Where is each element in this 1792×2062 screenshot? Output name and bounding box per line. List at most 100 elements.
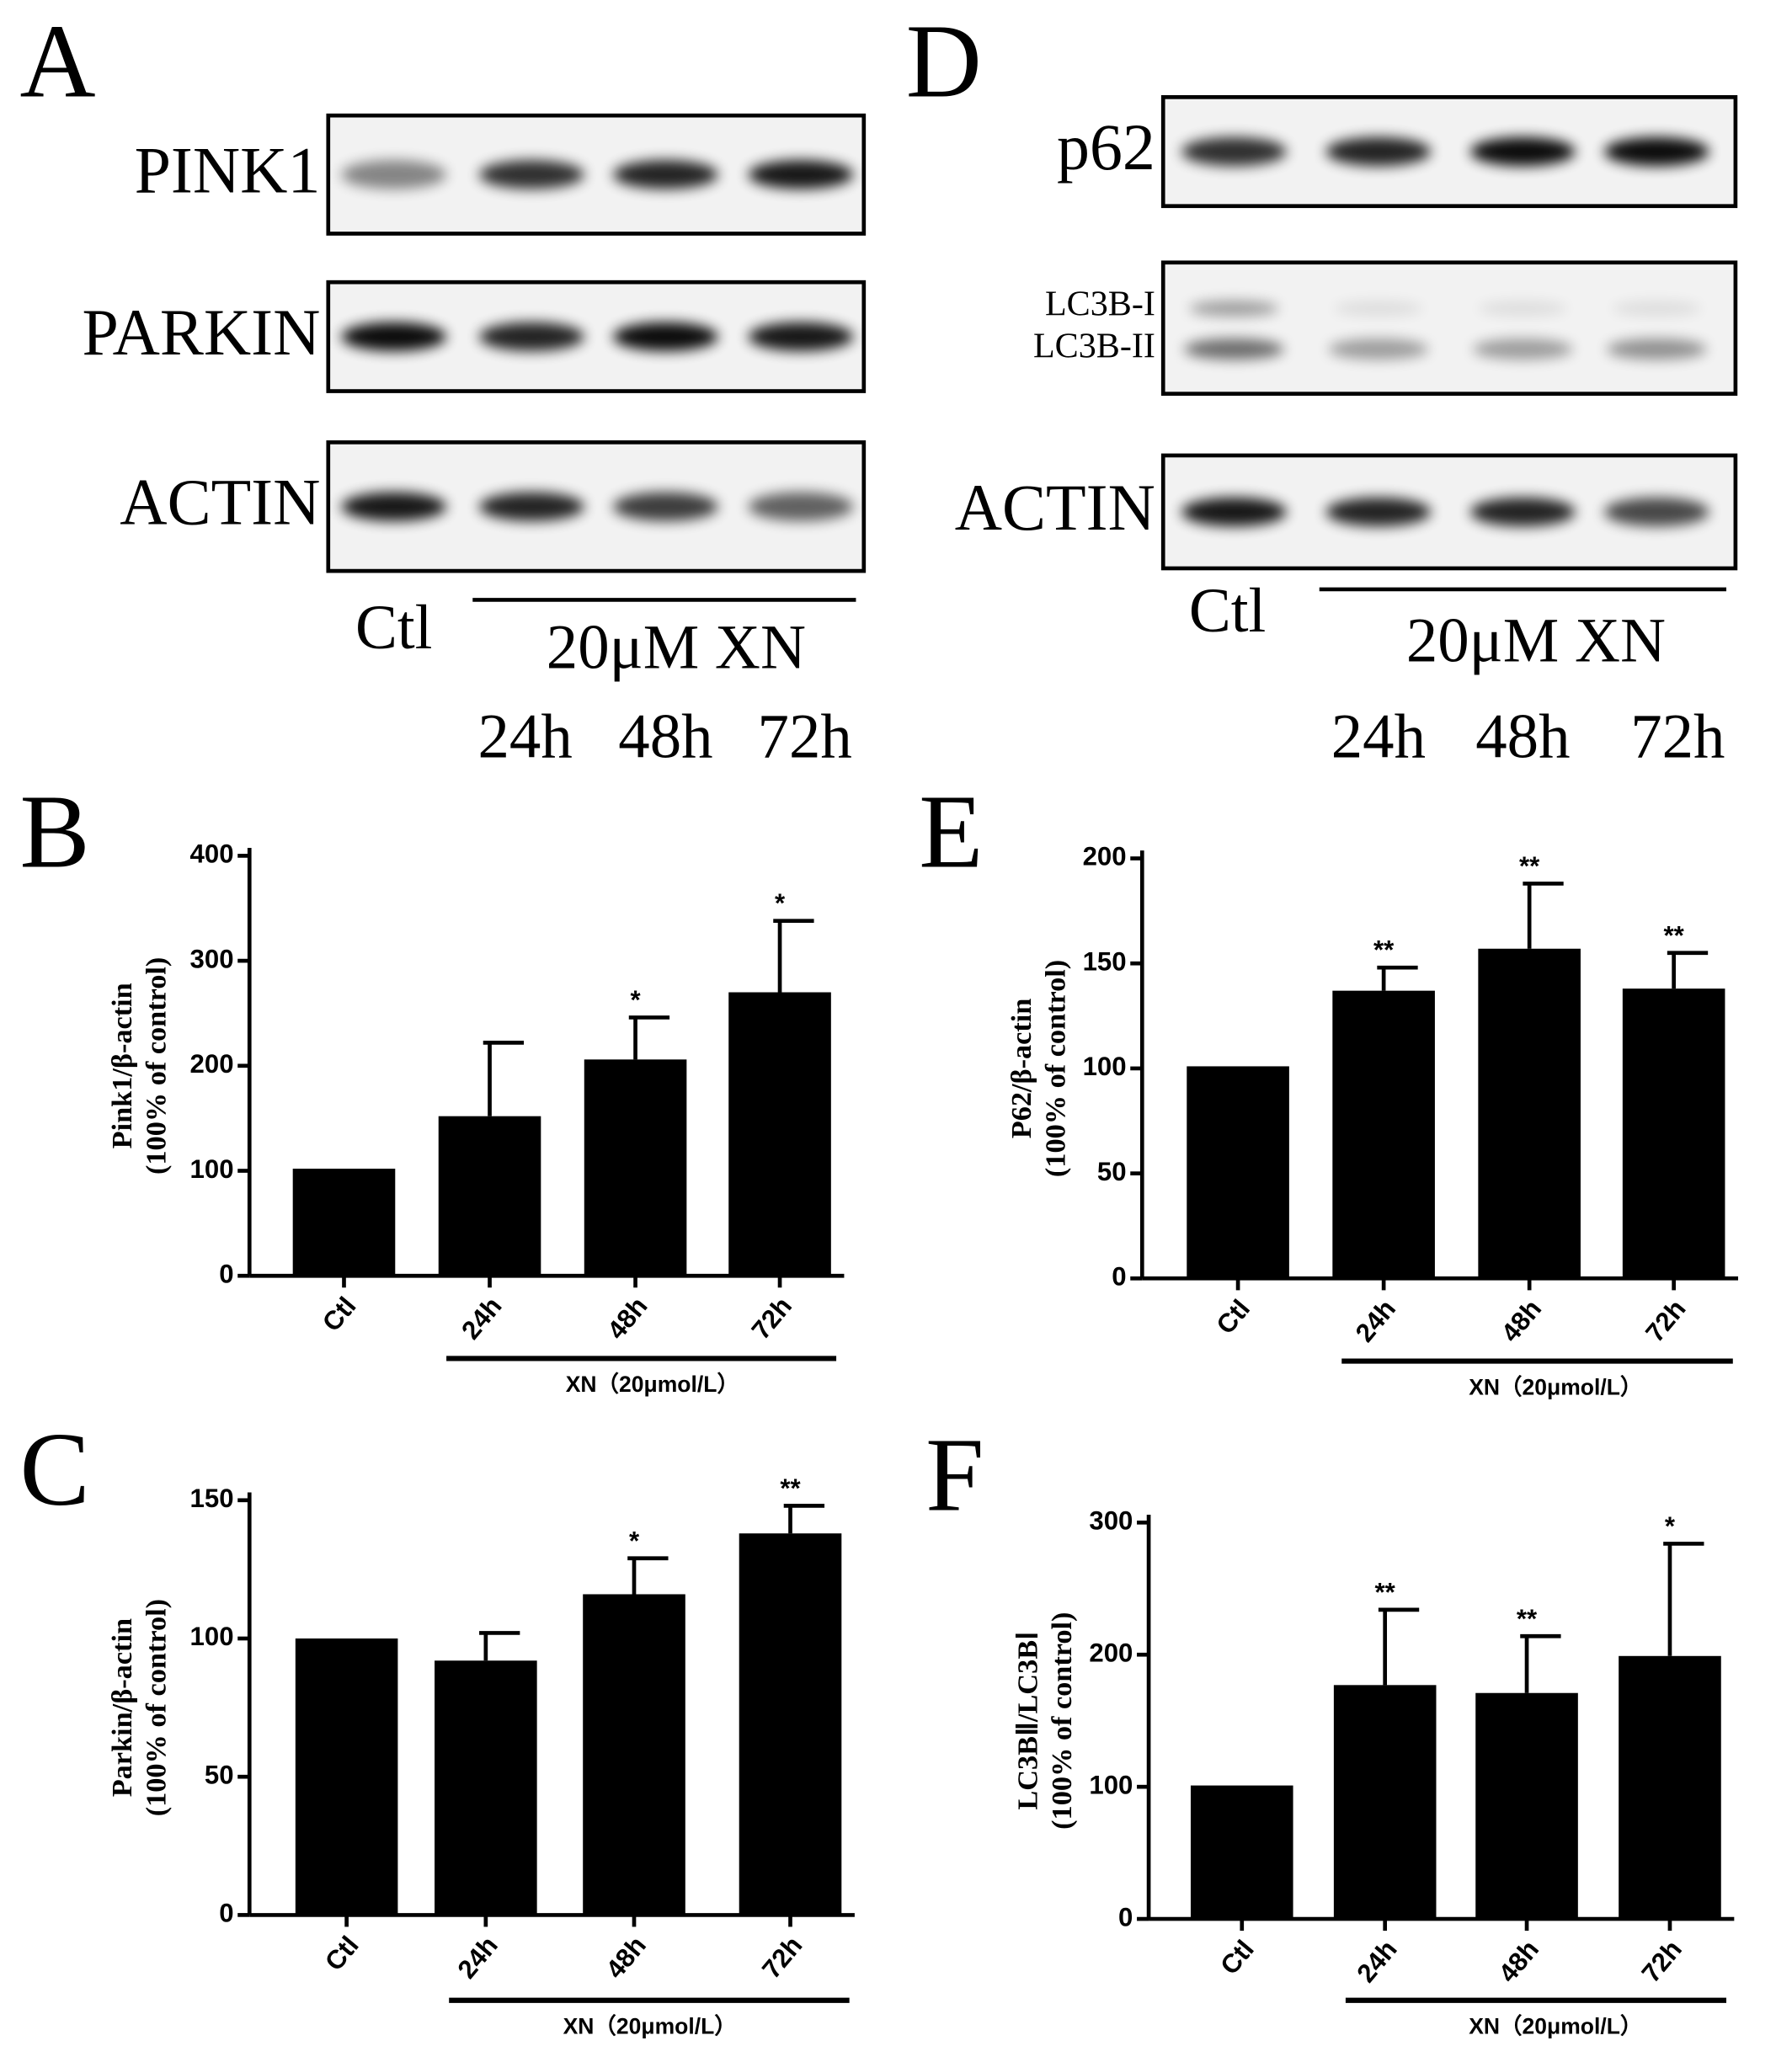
x-tick-label: 48h [1493,1935,1544,1989]
significance: ** [780,1473,801,1503]
panel-letter: B [19,773,89,889]
error-bar [1378,1607,1420,1686]
error-bar [1663,1542,1704,1656]
blot-band [613,492,718,521]
x-tick-label: 72h [746,1292,797,1345]
y-tick-label: 200 [1083,842,1127,871]
error-bar [483,1041,525,1116]
error-bar [479,1631,520,1661]
y-tick-label: 100 [1083,1052,1127,1081]
error-bar [1667,951,1709,989]
y-tick-label: 100 [190,1154,234,1184]
bar [583,1594,685,1915]
blot-band [341,160,447,189]
bar [1475,1692,1578,1920]
bar [1622,988,1725,1279]
error-bar [627,1556,669,1595]
panel-letter: C [19,1411,89,1527]
blot-label: ACTIN [955,472,1155,544]
y-tick-label: 0 [219,1259,233,1288]
blot-band [1181,497,1287,527]
bar [1619,1655,1721,1920]
x-tick-label: 48h [1496,1294,1547,1348]
y-axis-label: LC3BⅡ/LC3BⅠ [1012,1632,1044,1810]
x-tick-label: 72h [1640,1294,1691,1348]
blot-band [479,492,584,521]
lane-label: Ctl [355,593,432,663]
error-bar [1377,965,1418,991]
y-tick-label: 50 [1097,1157,1127,1186]
bar [438,1116,541,1276]
x-tick-label: Ctl [319,1931,365,1976]
lane-label: 72h [758,701,852,771]
x-tick-label: 72h [756,1931,808,1985]
y-tick-label: 200 [190,1049,234,1079]
y-axis-label: (100% of control) [141,1599,173,1816]
error-bar [783,1504,825,1534]
blot-band [1325,497,1432,527]
y-axis-label: (100% of control) [141,957,173,1175]
blot-band [1189,300,1279,317]
significance: * [630,985,641,1015]
lane-label: Ctl [1189,576,1266,646]
error-bar [1520,1633,1561,1693]
treatment-label: 20μM XN [1406,606,1666,676]
blot-label: PINK1 [135,134,321,206]
y-tick-label: 150 [190,1484,234,1513]
x-tick-label: Ctl [1211,1294,1256,1340]
bar [1333,1685,1437,1920]
significance: ** [1375,1577,1396,1606]
blot-band [1181,136,1287,167]
x-tick-label: Ctl [1214,1935,1260,1980]
bar [435,1660,537,1915]
y-tick-label: 0 [1118,1902,1133,1931]
y-axis-label: Parkin/β-actin [106,1618,138,1797]
blot-frame [1160,260,1738,397]
significance: ** [1517,1604,1538,1633]
x-tick-label: 24h [1350,1294,1401,1348]
y-axis-label: Pink1/β-actin [106,983,138,1148]
y-tick-label: 150 [1083,946,1127,976]
error-bar [773,919,814,993]
x-tick-label: 24h [452,1931,504,1985]
blot-band [748,322,854,352]
group-label: XN（20μmol/L） [566,1372,739,1397]
significance: ** [1519,851,1540,881]
significance: * [1665,1511,1676,1541]
blot-band [613,160,718,189]
y-tick-label: 300 [1089,1506,1133,1536]
x-tick-label: Ctl [317,1292,362,1337]
lane-label: 72h [1630,701,1725,771]
y-tick-label: 0 [1112,1262,1126,1292]
bar [1332,990,1435,1279]
blot-band [1333,300,1423,317]
significance: * [775,888,786,918]
panel-letter: E [919,773,983,889]
y-tick-label: 200 [1089,1638,1133,1667]
y-tick-label: 400 [190,839,234,869]
blot-band [1604,136,1709,167]
blot-band [1612,300,1702,317]
x-tick-label: 24h [456,1292,507,1345]
bar [1187,1066,1289,1279]
blot-band [341,492,447,521]
y-tick-label: 0 [219,1899,233,1928]
blot-band [1325,136,1432,167]
blot-band [1470,136,1576,167]
x-tick-label: 48h [601,1292,653,1345]
bar [295,1638,398,1915]
panel-letter: F [925,1416,984,1532]
significance: ** [1373,935,1395,965]
blot-band [1328,338,1429,360]
y-tick-label: 100 [1089,1770,1133,1799]
significance: * [629,1526,640,1555]
bar [292,1169,396,1276]
bar [739,1533,842,1915]
y-tick-label: 50 [205,1760,234,1789]
blot-band [479,322,584,352]
group-label: XN（20μmol/L） [1469,2013,1642,2038]
blot-band [748,160,854,189]
bar [584,1059,687,1276]
blot-band [613,322,718,352]
